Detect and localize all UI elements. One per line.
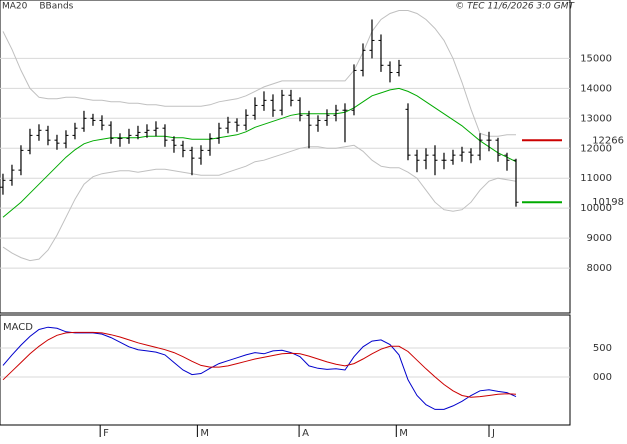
y-tick-label: 000: [593, 372, 612, 383]
macd-panel: [0, 314, 571, 426]
legend-label: BBands: [39, 2, 73, 12]
y-tick-label: 12000: [580, 143, 612, 154]
band-line: [2, 10, 516, 137]
x-tick-label: M: [200, 428, 209, 439]
y-tick-label: 15000: [580, 53, 612, 64]
band-line: [2, 144, 517, 262]
y-tick-label: 11000: [580, 173, 612, 184]
price-panel: [0, 0, 571, 314]
y-tick-label: 8000: [587, 263, 612, 274]
moving-average-line: [2, 87, 517, 218]
x-tick-label: A: [302, 428, 309, 439]
y-tick-label: 9000: [587, 233, 612, 244]
panel-title: MACD: [3, 322, 33, 333]
level-label: 10198: [592, 197, 624, 208]
y-tick-label: 500: [593, 343, 612, 354]
x-tick-label: M: [399, 428, 408, 439]
legend-label: MA20: [2, 2, 28, 12]
level-label: 12266: [592, 135, 624, 146]
x-tick-label: F: [103, 428, 109, 439]
y-tick-label: 10000: [580, 203, 612, 214]
y-tick-label: 13000: [580, 113, 612, 124]
macd-line: [2, 331, 517, 398]
caption: © TEC 11/6/2026 3:0 GMT: [455, 2, 575, 12]
x-tick-label: J: [491, 428, 495, 439]
y-tick-label: 14000: [580, 83, 612, 94]
